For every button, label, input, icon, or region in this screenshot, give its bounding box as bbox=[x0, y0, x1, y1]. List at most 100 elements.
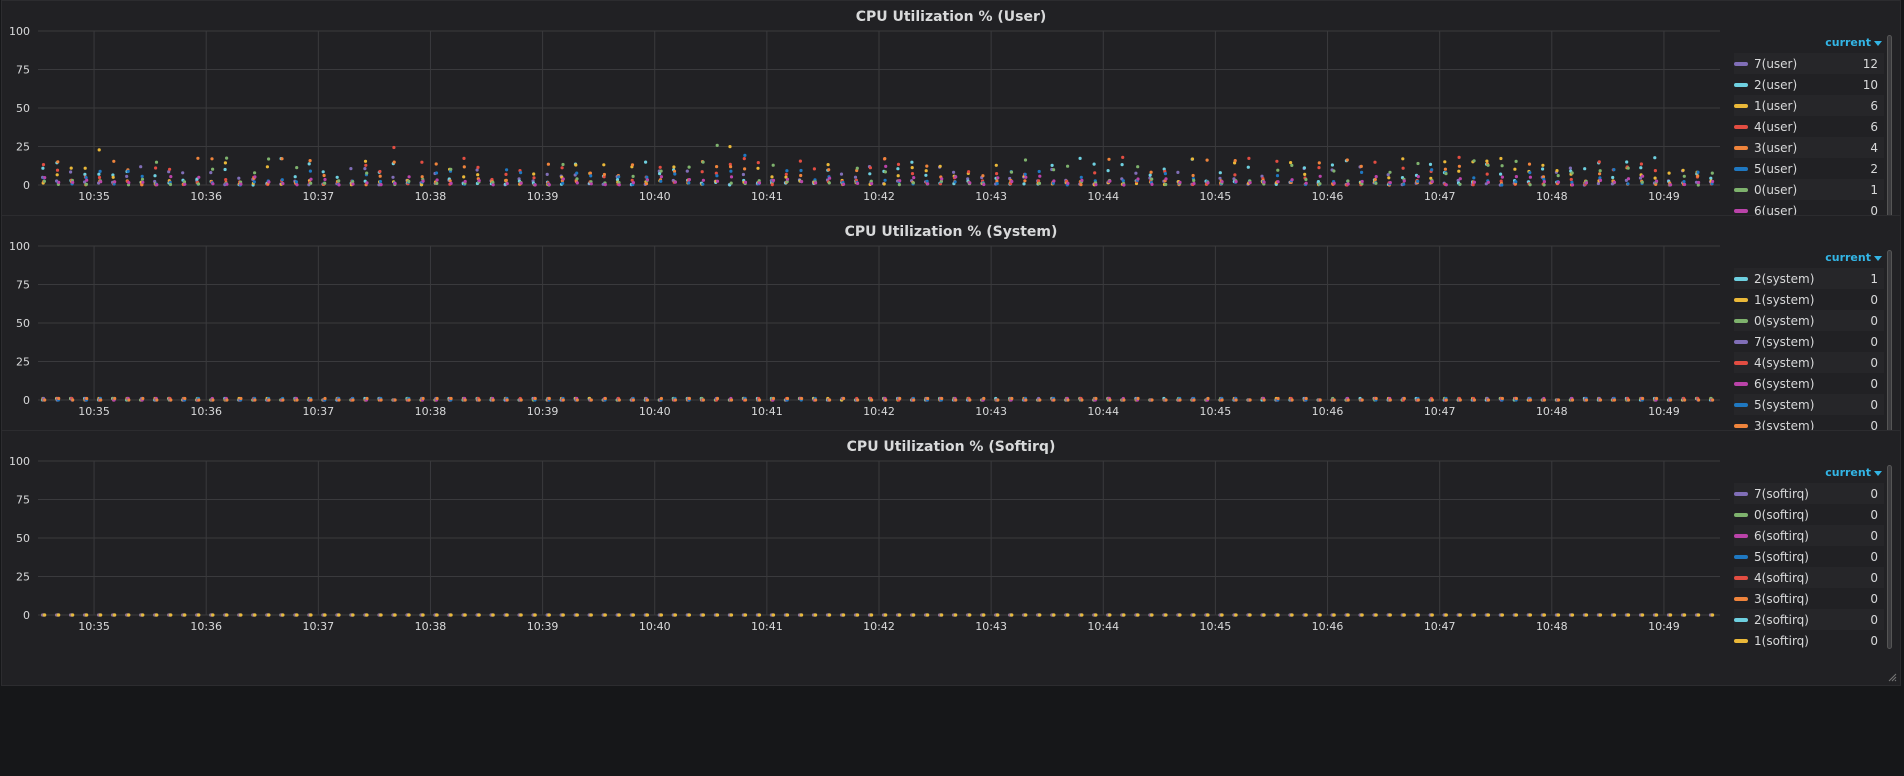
y-tick-label: 75 bbox=[16, 494, 30, 507]
data-point bbox=[97, 175, 102, 180]
legend-series[interactable]: 6(softirq) 0 bbox=[1734, 525, 1884, 546]
data-point bbox=[1094, 613, 1098, 617]
y-tick-label: 50 bbox=[16, 102, 30, 115]
data-point bbox=[898, 396, 902, 401]
data-point bbox=[1570, 171, 1574, 175]
legend-series[interactable]: 3(softirq) 0 bbox=[1734, 588, 1884, 609]
legend-series[interactable]: 6(user) 0 bbox=[1734, 200, 1884, 221]
legend-series[interactable]: 0(user) 1 bbox=[1734, 179, 1884, 200]
series-color-swatch[interactable] bbox=[1734, 596, 1748, 601]
data-point bbox=[1528, 171, 1532, 175]
data-point bbox=[309, 177, 313, 181]
legend-series[interactable]: 5(softirq) 0 bbox=[1734, 546, 1884, 567]
series-color-swatch[interactable] bbox=[1734, 145, 1748, 150]
legend-series[interactable]: 5(system) 0 bbox=[1734, 394, 1884, 415]
series-color-swatch[interactable] bbox=[1734, 208, 1748, 213]
data-point bbox=[1486, 163, 1490, 167]
series-color-swatch[interactable] bbox=[1734, 423, 1748, 428]
data-point bbox=[1233, 159, 1237, 163]
legend-scrollbar[interactable] bbox=[1887, 35, 1892, 219]
legend-series[interactable]: 2(user) 10 bbox=[1734, 74, 1884, 95]
x-tick-label: 10:37 bbox=[302, 190, 334, 203]
series-color-swatch[interactable] bbox=[1734, 533, 1748, 538]
legend-series[interactable]: 1(softirq) 0 bbox=[1734, 630, 1884, 651]
data-point bbox=[168, 167, 172, 171]
series-color-swatch[interactable] bbox=[1734, 124, 1748, 129]
series-color-swatch[interactable] bbox=[1734, 318, 1748, 323]
legend-sort-header[interactable]: current bbox=[1734, 248, 1884, 268]
data-point bbox=[1430, 168, 1434, 172]
data-point bbox=[1037, 179, 1041, 183]
legend-series[interactable]: 3(system) 0 bbox=[1734, 415, 1884, 436]
legend-scrollbar[interactable] bbox=[1887, 250, 1892, 434]
panel-title[interactable]: CPU Utilization % (User) bbox=[855, 9, 1047, 25]
legend-series[interactable]: 4(system) 0 bbox=[1734, 352, 1884, 373]
legend-series[interactable]: 6(system) 0 bbox=[1734, 373, 1884, 394]
data-point bbox=[884, 398, 888, 402]
legend-sort-header[interactable]: current bbox=[1734, 463, 1884, 483]
data-point bbox=[799, 168, 803, 173]
data-point bbox=[1612, 613, 1617, 617]
series-color-swatch[interactable] bbox=[1734, 512, 1748, 517]
series-color-swatch[interactable] bbox=[1734, 103, 1748, 108]
legend-current-value: 4 bbox=[1870, 140, 1878, 155]
legend-series[interactable]: 4(user) 6 bbox=[1734, 116, 1884, 137]
series-color-swatch[interactable] bbox=[1734, 402, 1748, 407]
legend-series[interactable]: 1(user) 6 bbox=[1734, 95, 1884, 116]
series-color-swatch[interactable] bbox=[1734, 339, 1748, 344]
data-point bbox=[743, 398, 748, 402]
data-point bbox=[69, 170, 73, 174]
series-color-swatch[interactable] bbox=[1734, 638, 1748, 643]
legend-series[interactable]: 7(system) 0 bbox=[1734, 331, 1884, 352]
data-point bbox=[1528, 613, 1532, 617]
data-point bbox=[1612, 180, 1617, 184]
series-color-swatch[interactable] bbox=[1734, 297, 1748, 302]
panel-title[interactable]: CPU Utilization % (Softirq) bbox=[846, 439, 1056, 455]
data-point bbox=[1388, 398, 1392, 402]
legend-series[interactable]: 5(user) 2 bbox=[1734, 158, 1884, 179]
data-point bbox=[1416, 161, 1420, 166]
series-color-swatch[interactable] bbox=[1734, 554, 1748, 559]
data-point bbox=[1584, 181, 1589, 185]
legend-series[interactable]: 7(user) 12 bbox=[1734, 53, 1884, 74]
legend-scrollbar[interactable] bbox=[1887, 465, 1892, 649]
series-color-swatch[interactable] bbox=[1734, 360, 1748, 365]
x-tick-label: 10:41 bbox=[751, 190, 783, 203]
series-color-swatch[interactable] bbox=[1734, 575, 1748, 580]
legend-series[interactable]: 4(softirq) 0 bbox=[1734, 567, 1884, 588]
resize-handle-icon[interactable] bbox=[1887, 672, 1897, 682]
data-point bbox=[295, 398, 299, 402]
y-tick-label: 75 bbox=[16, 64, 30, 77]
legend-series[interactable]: 2(system) 1 bbox=[1734, 268, 1884, 289]
series-color-swatch[interactable] bbox=[1734, 381, 1748, 386]
series-color-swatch[interactable] bbox=[1734, 617, 1748, 622]
data-point bbox=[155, 183, 159, 187]
series-color-swatch[interactable] bbox=[1734, 276, 1748, 281]
data-point bbox=[856, 398, 860, 402]
data-point bbox=[827, 181, 831, 185]
series-color-swatch[interactable] bbox=[1734, 187, 1748, 192]
data-point bbox=[1330, 163, 1334, 167]
data-point bbox=[714, 171, 718, 175]
data-point bbox=[1106, 169, 1110, 173]
legend-sort-header[interactable]: current bbox=[1734, 33, 1884, 53]
series-color-swatch[interactable] bbox=[1734, 61, 1748, 66]
series-color-swatch[interactable] bbox=[1734, 491, 1748, 496]
data-point bbox=[884, 613, 888, 617]
x-tick-label: 10:40 bbox=[639, 190, 671, 203]
data-point bbox=[280, 178, 284, 182]
legend-series[interactable]: 0(softirq) 0 bbox=[1734, 504, 1884, 525]
legend-series[interactable]: 3(user) 4 bbox=[1734, 137, 1884, 158]
data-point bbox=[631, 174, 635, 178]
series-color-swatch[interactable] bbox=[1734, 82, 1748, 87]
legend-series[interactable]: 0(system) 0 bbox=[1734, 310, 1884, 331]
data-point bbox=[645, 613, 650, 617]
legend-series[interactable]: 1(system) 0 bbox=[1734, 289, 1884, 310]
data-point bbox=[1150, 182, 1154, 186]
legend-series[interactable]: 7(softirq) 0 bbox=[1734, 483, 1884, 504]
data-point bbox=[1346, 398, 1350, 402]
panel-title[interactable]: CPU Utilization % (System) bbox=[844, 224, 1058, 240]
series-color-swatch[interactable] bbox=[1734, 166, 1748, 171]
legend-series[interactable]: 2(softirq) 0 bbox=[1734, 609, 1884, 630]
data-point bbox=[1612, 398, 1617, 402]
